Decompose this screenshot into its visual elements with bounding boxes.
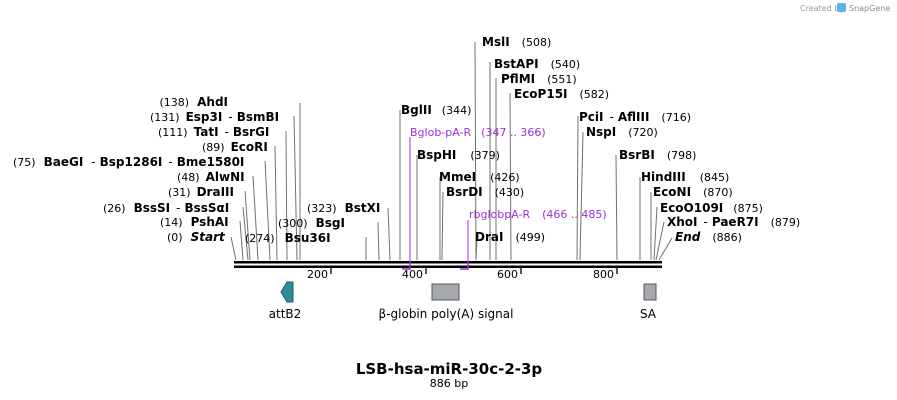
- primer-rbglobpa-r[interactable]: rbglobpA-R (466 .. 485): [469, 208, 607, 221]
- enzyme-draiii[interactable]: (31) DraIII: [168, 185, 234, 199]
- leader-tati: [285, 130, 288, 261]
- leader-bsssi: [242, 206, 249, 261]
- leader-bsrbi: [615, 154, 618, 261]
- leader-start: [230, 236, 237, 261]
- leader-drai: [475, 236, 478, 261]
- enzyme-bsgi[interactable]: (300) BsgI: [278, 216, 345, 230]
- polya-signal-box[interactable]: [431, 283, 460, 301]
- leader-ecori: [274, 145, 278, 261]
- enzyme-bstxi[interactable]: (323) BstXI: [307, 201, 380, 215]
- leader-bsgi: [377, 221, 380, 261]
- leader-pcii: [576, 115, 579, 261]
- feature-label-attb2: attB2: [269, 307, 302, 321]
- backbone-bottom-strand: [234, 265, 662, 268]
- enzyme-ecop15i[interactable]: EcoP15I (582): [514, 87, 609, 101]
- enzyme-bsphi[interactable]: BspHI (379): [417, 148, 500, 162]
- leader-ecoo109i: [653, 206, 658, 261]
- leader-ecop15i: [509, 92, 512, 261]
- sequence-title: LSB-hsa-miR-30c-2-3p 886 bp: [356, 360, 543, 390]
- leader-draiii: [244, 190, 251, 261]
- enzyme-bglii[interactable]: BglII (344): [401, 103, 471, 117]
- enzyme-drai[interactable]: DraI (499): [475, 230, 545, 244]
- leader-nspi: [579, 131, 584, 261]
- enzyme-hindiii[interactable]: HindIII (845): [641, 170, 729, 184]
- tick-label-800: 800: [593, 268, 614, 281]
- enzyme-baegi[interactable]: (75) BaeGI - Bsp1286I - Bme1580I: [13, 155, 244, 169]
- enzyme-tati[interactable]: (111) TatI - BsrGI: [158, 125, 269, 139]
- enzyme-bsssi[interactable]: (26) BssSI - BssSαI: [103, 201, 229, 215]
- enzyme-ahdi[interactable]: (138) AhdI: [160, 95, 228, 109]
- enzyme-msli[interactable]: MslI (508): [482, 35, 551, 49]
- enzyme-ecoo109i[interactable]: EcoO109I (875): [660, 201, 763, 215]
- feature-label-polya: β-globin poly(A) signal: [379, 307, 514, 321]
- tick-label-600: 600: [497, 268, 518, 281]
- enzyme-alwni[interactable]: (48) AlwNI: [177, 170, 245, 184]
- enzyme-labels-left: (138) AhdI (131) Esp3I - BsmBI (111) TatI - Bsr…: [13, 95, 279, 244]
- credit: Created by SnapGene: [800, 3, 890, 13]
- leader-bsrdi: [441, 191, 444, 261]
- attb2-arrow-icon[interactable]: [280, 281, 294, 303]
- credit-brand: SnapGene: [849, 4, 890, 13]
- enzyme-end[interactable]: End (886): [675, 230, 742, 244]
- enzyme-start[interactable]: (0) Start: [167, 230, 226, 244]
- enzyme-ecori[interactable]: (89) EcoRI: [202, 140, 268, 154]
- enzyme-labels-right: PciI - AflIII (716) NspI (720) BsrBI (798) Hi…: [579, 110, 800, 244]
- leader-msli: [474, 41, 477, 261]
- snapgene-logo-icon: [837, 3, 846, 12]
- enzyme-labels-middle: (323) BstXI (300) BsgI (274) Bsu36I BglII (3…: [245, 35, 609, 245]
- backbone: [234, 261, 662, 268]
- enzyme-pshai[interactable]: (14) PshAI: [160, 215, 229, 229]
- primer-arrow-2-icon: [460, 261, 469, 270]
- leader-alwni: [252, 175, 259, 261]
- sa-box[interactable]: [643, 283, 657, 301]
- enzyme-econi[interactable]: EcoNI (870): [653, 185, 733, 199]
- leader-esp3i: [293, 115, 298, 261]
- features: attB2 β-globin poly(A) signal SA: [269, 281, 657, 321]
- primer-arrow-1-icon: [402, 261, 411, 270]
- primer-marks: [402, 137, 469, 270]
- enzyme-xhoi[interactable]: XhoI - PaeR7I (879): [667, 215, 800, 229]
- enzyme-esp3i[interactable]: (131) Esp3I - BsmBI: [150, 110, 279, 124]
- sequence-name: LSB-hsa-miR-30c-2-3p: [356, 360, 543, 378]
- sequence-length: 886 bp: [430, 377, 468, 390]
- backbone-top-strand: [234, 261, 662, 264]
- leader-bstxi: [387, 207, 391, 261]
- enzyme-mmei[interactable]: MmeI (426): [439, 170, 520, 184]
- enzyme-bsrdi[interactable]: BsrDI (430): [446, 185, 524, 199]
- leader-pshai: [239, 220, 244, 261]
- tick-label-400: 400: [402, 268, 423, 281]
- enzyme-pcii[interactable]: PciI - AflIII (716): [579, 110, 691, 124]
- enzyme-bsrbi[interactable]: BsrBI (798): [619, 148, 696, 162]
- credit-prefix: Created by: [800, 4, 844, 13]
- feature-label-sa: SA: [640, 307, 657, 321]
- primer-bglob-pa-r[interactable]: Bglob-pA-R (347 .. 366): [410, 126, 546, 139]
- ruler: 200 400 600 800: [307, 268, 618, 281]
- leader-end: [658, 237, 673, 261]
- enzyme-pflmi[interactable]: PflMI (551): [501, 72, 577, 86]
- leader-lines: [230, 41, 673, 261]
- enzyme-bstapi[interactable]: BstAPI (540): [494, 57, 580, 71]
- tick-label-200: 200: [307, 268, 328, 281]
- enzyme-bsu36i[interactable]: (274) Bsu36I: [245, 231, 331, 245]
- leader-xhoi: [655, 221, 665, 261]
- enzyme-nspi[interactable]: NspI (720): [586, 125, 658, 139]
- leader-baegi: [264, 160, 271, 261]
